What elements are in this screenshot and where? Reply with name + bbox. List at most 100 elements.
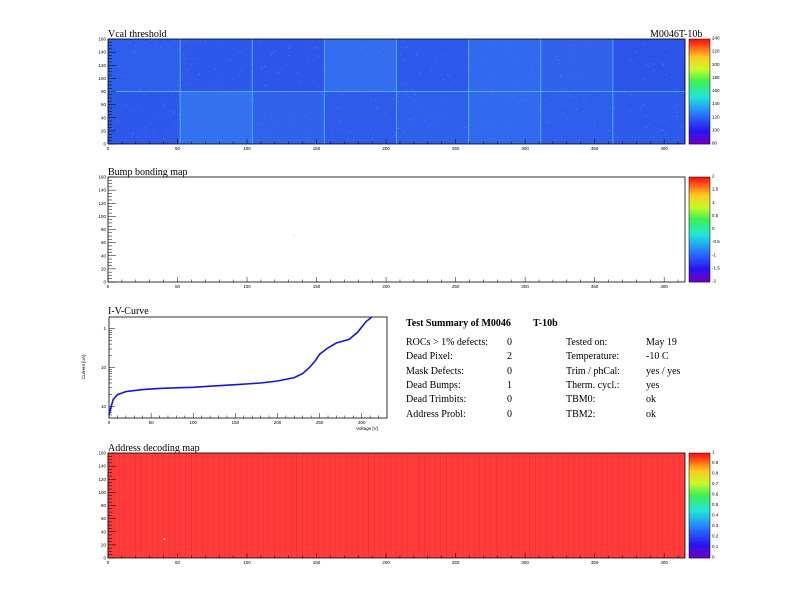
bump-colorbar-band xyxy=(689,204,710,207)
summary-left-label: Dead Pixel: xyxy=(406,351,453,363)
bump-colorbar-band xyxy=(689,265,710,268)
vcal-pixel-speckle xyxy=(275,69,277,71)
summary-left-value: 1 xyxy=(507,379,512,391)
vcal-pixel-speckle xyxy=(170,60,172,62)
address-x-tick-label: 250 xyxy=(452,560,460,565)
vcal-pixel-speckle xyxy=(311,106,314,108)
bump-z-tick-label: 1 xyxy=(712,200,715,205)
vcal-pixel-speckle xyxy=(130,58,132,61)
vcal-pixel-speckle xyxy=(265,77,267,80)
vcal-pixel-speckle xyxy=(218,112,220,114)
bump-colorbar-band xyxy=(689,252,710,255)
address-colorbar-band xyxy=(689,549,710,552)
vcal-z-tick-label: 160 xyxy=(712,88,720,93)
vcal-pixel-speckle xyxy=(296,72,299,74)
vcal-pixel-speckle xyxy=(314,46,317,49)
vcal-pixel-speckle xyxy=(181,75,183,77)
address-colorbar-band xyxy=(689,482,710,485)
vcal-pixel-speckle xyxy=(516,45,519,47)
vcal-pixel-speckle xyxy=(281,113,283,115)
vcal-colorbar-band xyxy=(689,110,710,113)
vcal-pixel-speckle xyxy=(160,99,162,101)
vcal-pixel-speckle xyxy=(289,44,291,47)
vcal-pixel-speckle xyxy=(118,57,120,60)
vcal-pixel-speckle xyxy=(126,114,129,117)
vcal-pixel-speckle xyxy=(216,130,218,132)
vcal-pixel-speckle xyxy=(370,100,372,102)
vcal-pixel-speckle xyxy=(249,51,251,53)
vcal-pixel-speckle xyxy=(527,125,530,127)
bump-colorbar-band xyxy=(689,210,710,213)
vcal-pixel-speckle xyxy=(277,72,280,74)
vcal-pixel-speckle xyxy=(335,125,338,127)
vcal-pixel-speckle xyxy=(372,102,374,104)
vcal-pixel-speckle xyxy=(196,128,198,130)
vcal-pixel-speckle xyxy=(511,96,513,98)
vcal-pixel-speckle xyxy=(371,62,374,64)
vcal-pixel-speckle xyxy=(367,78,369,81)
vcal-pixel-speckle xyxy=(613,106,615,109)
vcal-roc-tile xyxy=(540,39,614,92)
vcal-pixel-speckle xyxy=(412,48,414,50)
vcal-pixel-speckle xyxy=(156,55,159,58)
vcal-pixel-speckle xyxy=(565,121,567,123)
vcal-pixel-speckle xyxy=(583,82,586,84)
vcal-pixel-speckle xyxy=(347,113,349,116)
vcal-pixel-speckle xyxy=(323,91,325,93)
vcal-pixel-speckle xyxy=(345,61,347,63)
vcal-y-tick-label: 20 xyxy=(101,128,107,133)
vcal-pixel-speckle xyxy=(488,89,490,91)
vcal-pixel-speckle xyxy=(585,125,588,128)
bump-colorbar-band xyxy=(689,181,710,184)
vcal-pixel-speckle xyxy=(194,44,197,46)
vcal-pixel-speckle xyxy=(186,55,188,58)
vcal-pixel-speckle xyxy=(579,140,581,142)
vcal-pixel-speckle xyxy=(320,114,322,116)
vcal-pixel-speckle xyxy=(258,122,260,124)
vcal-pixel-speckle xyxy=(114,120,116,122)
vcal-pixel-speckle xyxy=(129,113,131,115)
summary-left-value: 0 xyxy=(507,408,512,420)
vcal-roc-tile xyxy=(468,39,541,92)
vcal-pixel-speckle xyxy=(242,64,245,66)
vcal-pixel-speckle xyxy=(255,102,257,105)
vcal-roc-tile xyxy=(180,91,253,144)
vcal-pixel-speckle xyxy=(160,92,162,94)
bump-y-tick-label: 40 xyxy=(101,253,107,258)
bump-colorbar-band xyxy=(689,271,710,274)
vcal-pixel-speckle xyxy=(125,83,127,85)
vcal-pixel-speckle xyxy=(573,96,575,98)
vcal-pixel-speckle xyxy=(372,92,374,94)
bump-colorbar-band xyxy=(689,246,710,249)
vcal-colorbar-band xyxy=(689,129,710,132)
address-colorbar-band xyxy=(689,518,710,521)
vcal-pixel-speckle xyxy=(156,118,159,120)
iv-curve-line xyxy=(108,316,373,416)
vcal-pixel-speckle xyxy=(217,71,219,73)
vcal-pixel-speckle xyxy=(634,51,636,53)
vcal-pixel-speckle xyxy=(147,82,149,84)
vcal-pixel-speckle xyxy=(117,119,120,122)
vcal-pixel-speckle xyxy=(253,100,255,102)
vcal-pixel-speckle xyxy=(661,63,664,65)
vcal-y-tick-label: 100 xyxy=(98,76,106,81)
vcal-pixel-speckle xyxy=(389,120,391,123)
vcal-pixel-speckle xyxy=(164,119,167,121)
vcal-pixel-speckle xyxy=(512,96,515,98)
address-colorbar-band xyxy=(689,543,710,546)
vcal-pixel-speckle xyxy=(565,118,568,120)
address-x-tick-label: 200 xyxy=(382,560,390,565)
vcal-pixel-speckle xyxy=(148,61,151,64)
vcal-pixel-speckle xyxy=(603,48,606,50)
vcal-pixel-speckle xyxy=(331,131,334,134)
vcal-pixel-speckle xyxy=(666,115,668,117)
vcal-pixel-speckle xyxy=(567,52,570,55)
bump-z-tick-label: -2 xyxy=(712,279,716,284)
vcal-pixel-speckle xyxy=(393,84,396,86)
vcal-pixel-speckle xyxy=(196,111,199,114)
vcal-pixel-speckle xyxy=(618,114,621,117)
summary-right-value: May 19 xyxy=(646,337,677,348)
bump-colorbar-band xyxy=(689,233,710,237)
vcal-pixel-speckle xyxy=(547,75,549,77)
vcal-pixel-speckle xyxy=(144,42,146,44)
